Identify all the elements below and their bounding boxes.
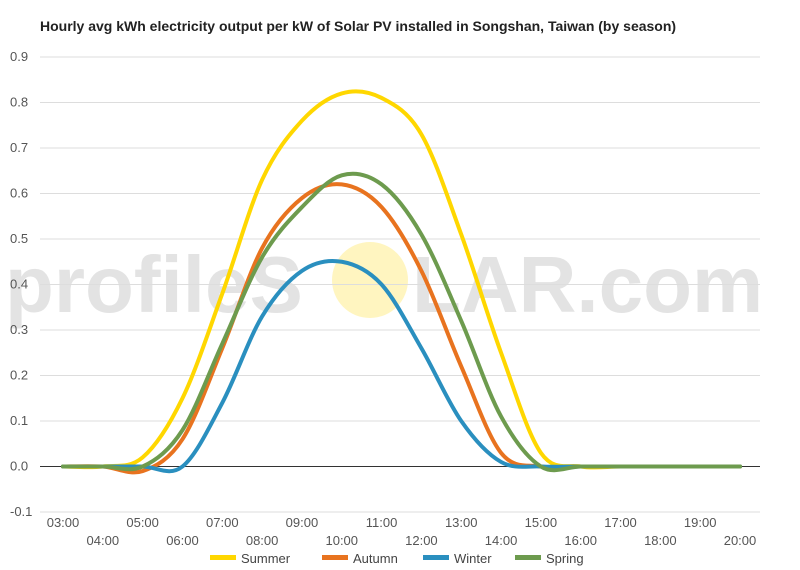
legend-item-autumn: Autumn: [322, 551, 398, 566]
x-tick-label: 04:00: [87, 533, 120, 548]
x-tick-label: 20:00: [724, 533, 757, 548]
x-tick-label: 10:00: [325, 533, 358, 548]
x-tick-label: 12:00: [405, 533, 438, 548]
y-tick-label: 0.8: [10, 95, 28, 110]
chart-title: Hourly avg kWh electricity output per kW…: [40, 18, 677, 34]
legend-item-spring: Spring: [515, 551, 584, 566]
y-tick-label: 0.2: [10, 368, 28, 383]
x-tick-label: 05:00: [126, 515, 159, 530]
y-tick-label: 0.6: [10, 186, 28, 201]
legend-label: Winter: [454, 551, 492, 566]
x-tick-label: 09:00: [286, 515, 319, 530]
y-tick-label: 0.3: [10, 322, 28, 337]
y-tick-label: -0.1: [10, 504, 32, 519]
x-tick-label: 14:00: [485, 533, 518, 548]
x-tick-label: 19:00: [684, 515, 717, 530]
legend-item-winter: Winter: [423, 551, 492, 566]
x-tick-label: 18:00: [644, 533, 677, 548]
x-tick-label: 08:00: [246, 533, 279, 548]
x-tick-label: 03:00: [47, 515, 80, 530]
x-tick-label: 16:00: [564, 533, 597, 548]
series-lines: [61, 89, 742, 475]
x-tick-label: 17:00: [604, 515, 637, 530]
y-tick-label: 0.1: [10, 413, 28, 428]
legend-item-summer: Summer: [210, 551, 291, 566]
y-tick-label: 0.9: [10, 49, 28, 64]
x-tick-label: 07:00: [206, 515, 239, 530]
legend-swatch: [322, 555, 348, 560]
x-axis: 03:00 04:00 05:00 06:00 07:00 08:00 09:00 10:00…: [47, 515, 757, 548]
y-tick-label: 0.4: [10, 277, 28, 292]
legend-label: Spring: [546, 551, 584, 566]
x-tick-label: 11:00: [366, 515, 398, 530]
legend-label: Summer: [241, 551, 291, 566]
watermark-sun: [332, 242, 408, 318]
y-tick-label: 0.0: [10, 459, 28, 474]
legend-swatch: [423, 555, 449, 560]
gridlines: [40, 56, 760, 513]
legend-label: Autumn: [353, 551, 398, 566]
x-tick-label: 06:00: [166, 533, 199, 548]
x-tick-label: 15:00: [525, 515, 558, 530]
legend: Summer Autumn Winter Spring: [210, 551, 584, 566]
x-tick-label: 13:00: [445, 515, 478, 530]
legend-swatch: [210, 555, 236, 560]
y-tick-label: 0.5: [10, 231, 28, 246]
series-line-spring: [61, 171, 742, 473]
legend-swatch: [515, 555, 541, 560]
y-tick-label: 0.7: [10, 140, 28, 155]
y-axis: -0.1 0.0 0.1 0.2 0.3 0.4 0.5 0.6 0.7 0.8 0.9: [10, 49, 32, 519]
